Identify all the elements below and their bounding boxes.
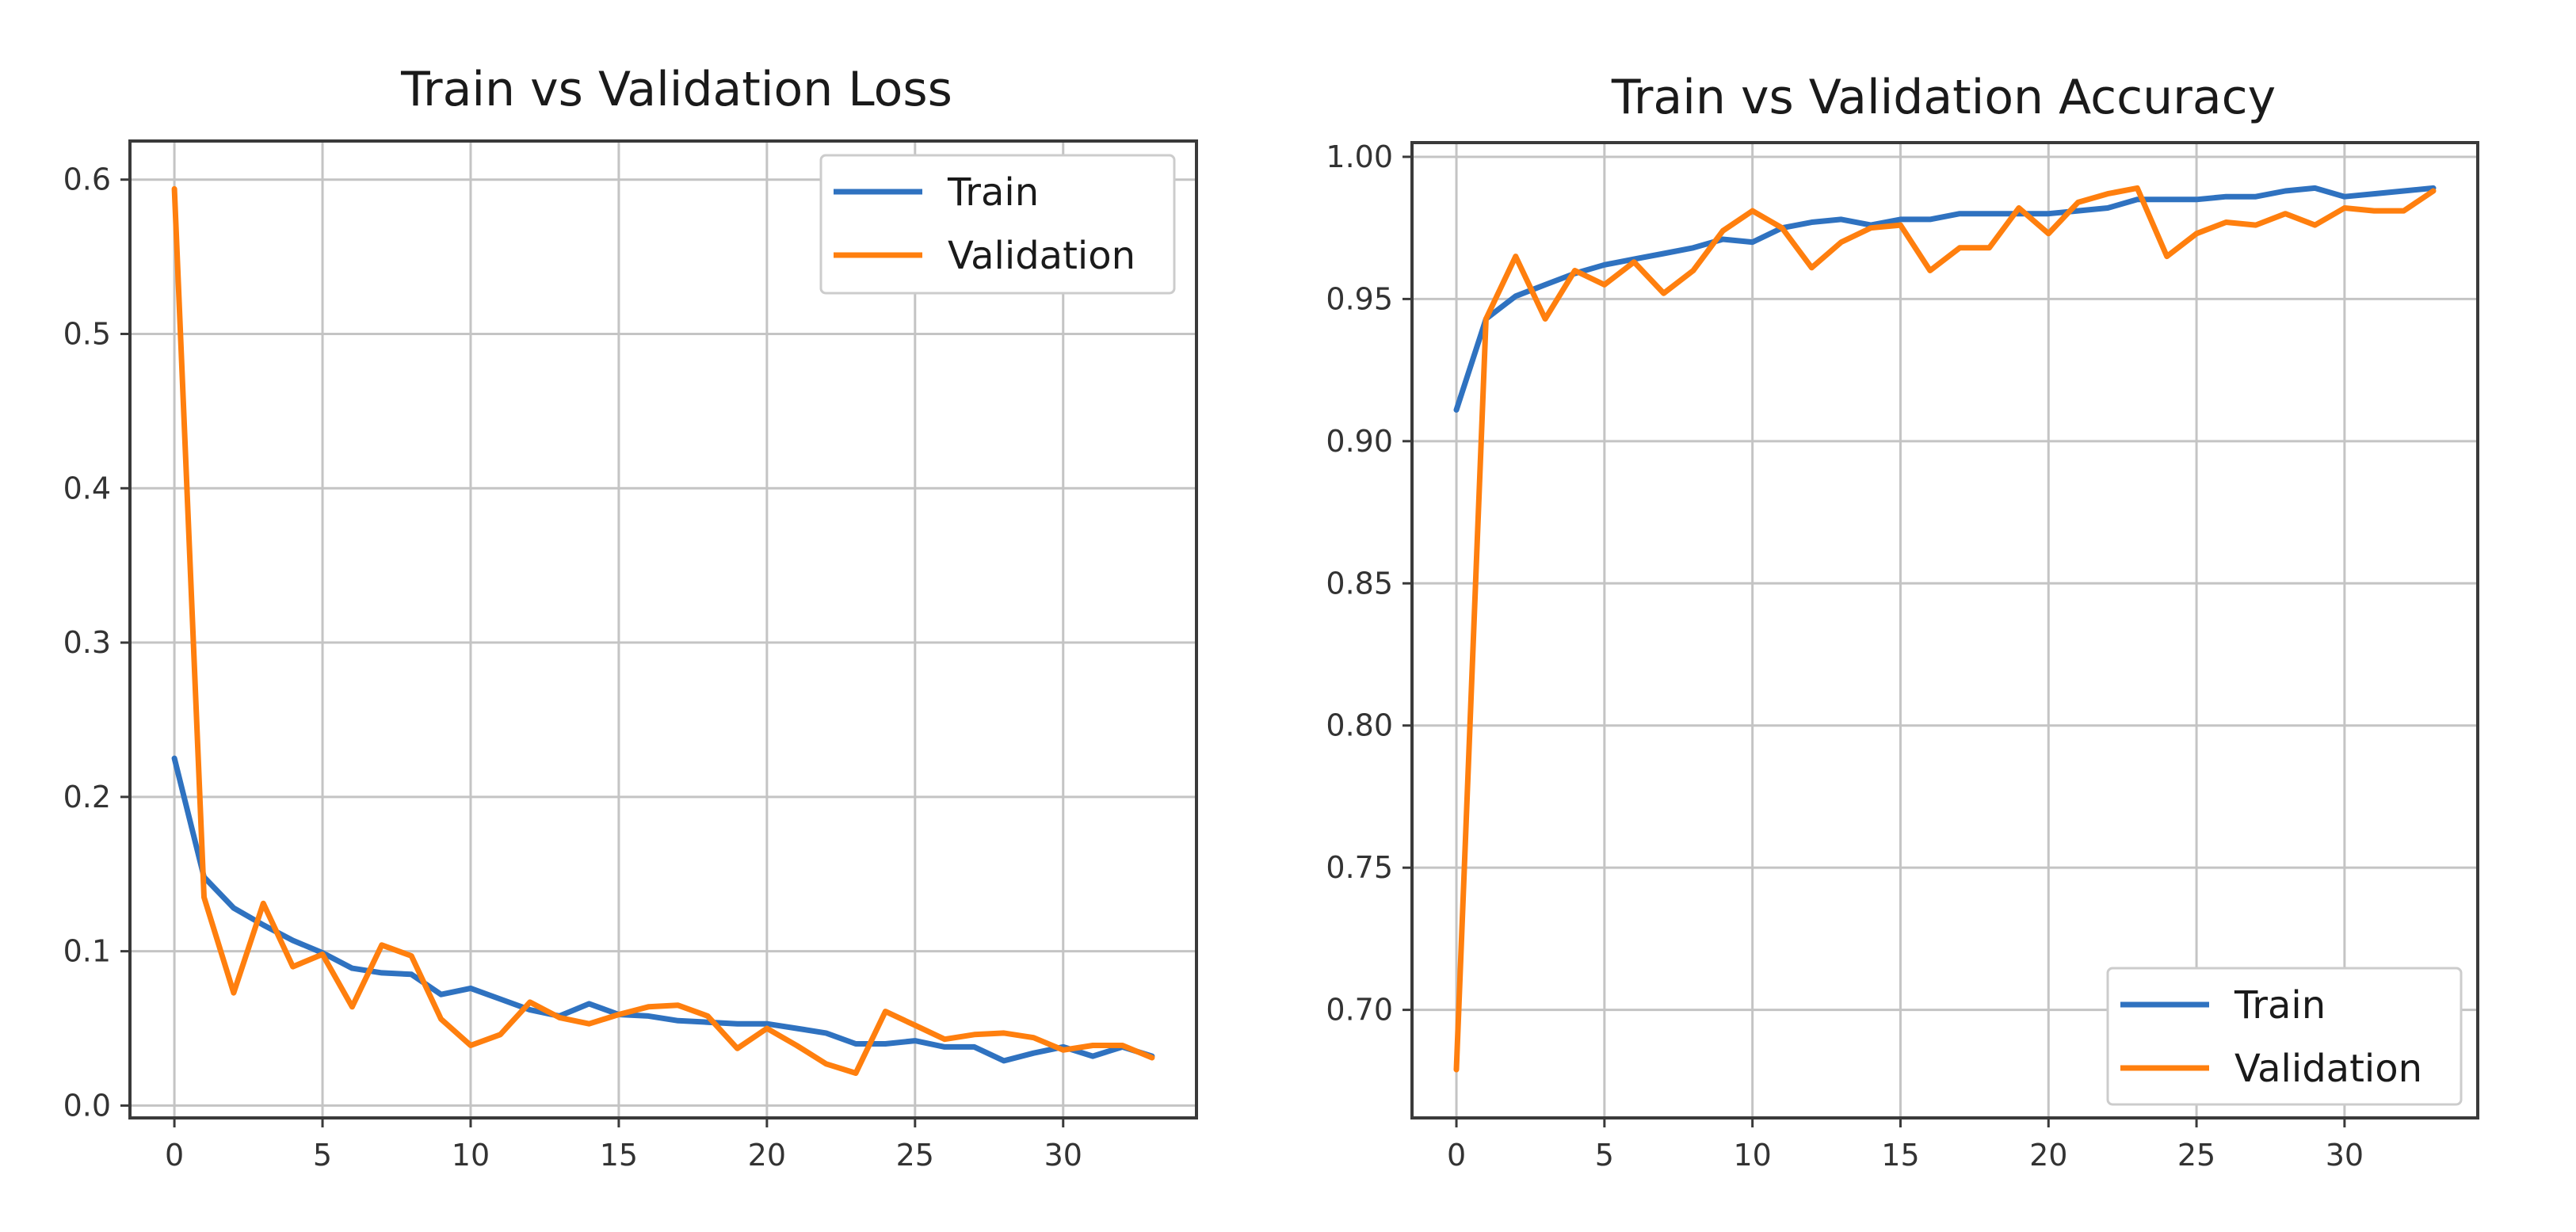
accuracy-legend-validation-label: Validation	[2234, 1047, 2422, 1091]
accuracy-chart-title: Train vs Validation Accuracy	[1611, 70, 2276, 125]
accuracy-chart: Train vs Validation Accuracy 0 5 10 15 20 25 3…	[1326, 70, 2479, 1173]
accuracy-legend: Train Validation	[2106, 967, 2463, 1106]
loss-y-tick-label: 0.3	[63, 625, 111, 660]
accuracy-x-tick-label: 0	[1447, 1138, 1466, 1173]
accuracy-series	[1453, 185, 2437, 1073]
accuracy-y-tick-label: 0.75	[1326, 850, 1393, 885]
accuracy-y-tick-label: 0.85	[1326, 566, 1393, 601]
accuracy-x-tick-label: 15	[1881, 1138, 1919, 1173]
loss-x-tick-label: 0	[165, 1138, 184, 1173]
loss-chart: Train vs Validation Loss 0 5 10 15 20 25 30 0.0…	[63, 62, 1198, 1173]
loss-x-tick-label: 5	[313, 1138, 332, 1173]
accuracy-y-tick-label: 0.90	[1326, 424, 1393, 459]
accuracy-axis-ticks: 0 5 10 15 20 25 30 0.70 0.75 0.80 0.85 0.90 0.95 1.00	[1326, 139, 2364, 1173]
loss-legend-validation-label: Validation	[948, 234, 1135, 278]
accuracy-x-tick-label: 5	[1595, 1138, 1614, 1173]
accuracy-validation-line	[1453, 185, 2437, 1073]
loss-validation-line	[171, 185, 1155, 1076]
loss-x-tick-label: 30	[1044, 1138, 1082, 1173]
loss-chart-title: Train vs Validation Loss	[400, 62, 952, 117]
accuracy-x-tick-label: 30	[2326, 1138, 2364, 1173]
loss-y-tick-label: 0.0	[63, 1088, 111, 1123]
accuracy-y-tick-label: 0.80	[1326, 708, 1393, 743]
loss-axis-ticks: 0 5 10 15 20 25 30 0.0 0.1 0.2 0.3 0.4 0.5 0.6	[63, 162, 1082, 1173]
loss-legend-train-label: Train	[947, 170, 1039, 215]
accuracy-y-tick-label: 0.70	[1326, 993, 1393, 1028]
accuracy-y-tick-label: 1.00	[1326, 139, 1393, 174]
accuracy-legend-train-label: Train	[2234, 983, 2326, 1028]
loss-x-tick-label: 20	[748, 1138, 786, 1173]
accuracy-train-line	[1453, 185, 2437, 413]
loss-y-tick-label: 0.1	[63, 934, 111, 969]
loss-series	[171, 185, 1155, 1076]
loss-x-tick-label: 15	[600, 1138, 638, 1173]
loss-y-tick-label: 0.6	[63, 162, 111, 197]
loss-y-tick-label: 0.2	[63, 780, 111, 814]
loss-y-tick-label: 0.5	[63, 316, 111, 351]
loss-y-tick-label: 0.4	[63, 471, 111, 505]
loss-train-line	[171, 755, 1155, 1064]
accuracy-y-tick-label: 0.95	[1326, 281, 1393, 316]
accuracy-plot-frame	[1410, 141, 2479, 1119]
loss-x-tick-label: 10	[452, 1138, 490, 1173]
accuracy-x-tick-label: 20	[2029, 1138, 2067, 1173]
loss-legend: Train Validation	[819, 154, 1176, 295]
loss-x-tick-label: 25	[896, 1138, 934, 1173]
accuracy-x-tick-label: 10	[1733, 1138, 1771, 1173]
accuracy-x-tick-label: 25	[2177, 1138, 2215, 1173]
loss-plot-frame	[128, 139, 1198, 1119]
